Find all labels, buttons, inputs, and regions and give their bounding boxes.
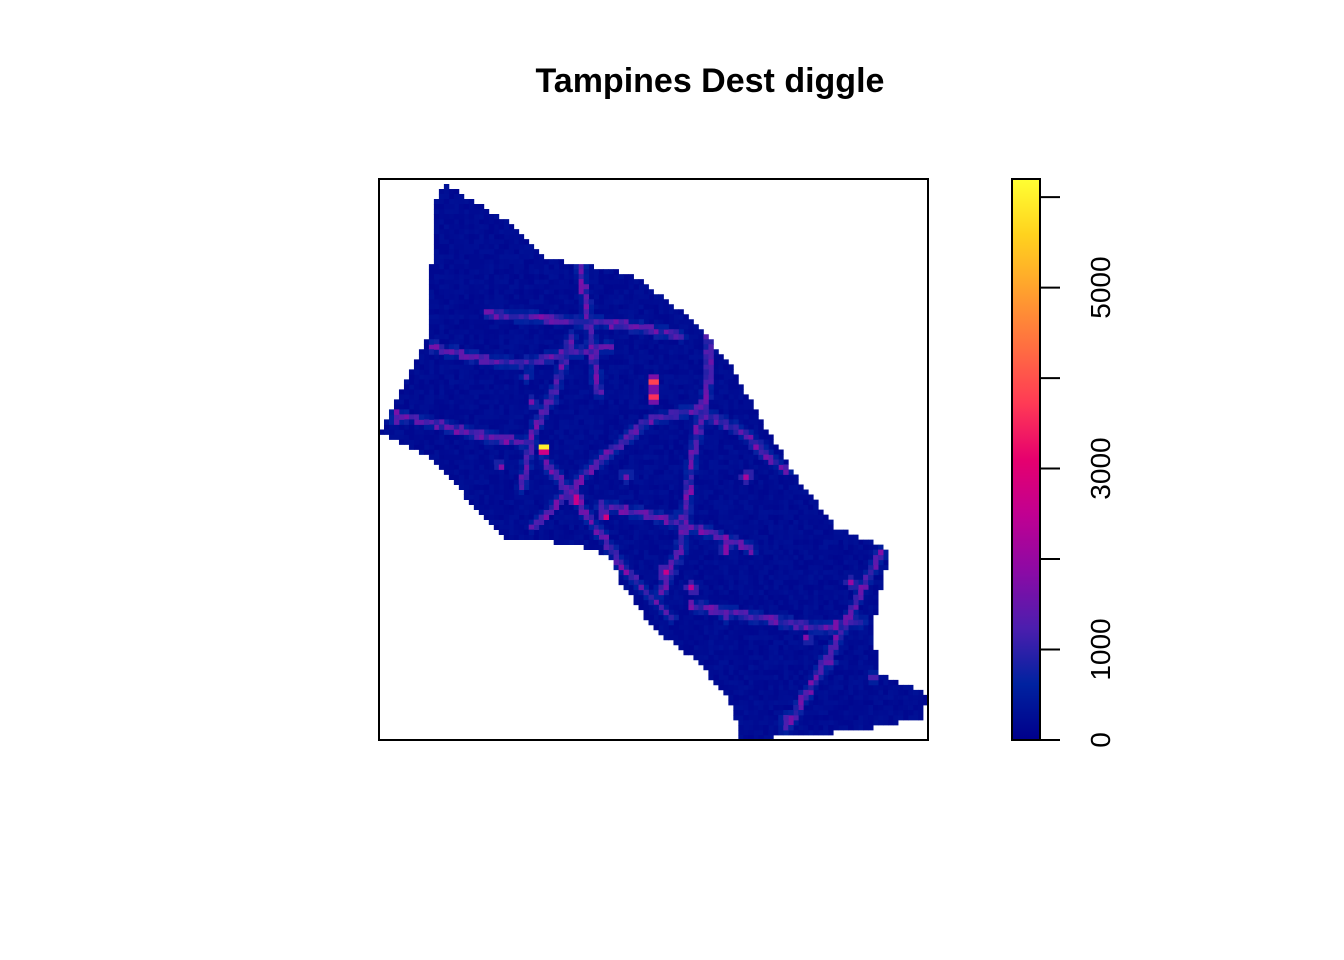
heatmap-cells xyxy=(418,414,425,420)
heatmap-cells xyxy=(523,429,789,626)
heatmap-cells xyxy=(518,359,525,365)
heatmap-cells xyxy=(663,579,669,586)
heatmap-cells xyxy=(593,359,599,365)
chart-title: Tampines Dest diggle xyxy=(536,62,885,100)
heatmap-cells xyxy=(733,534,739,541)
heatmap-cells xyxy=(463,314,874,621)
heatmap-layer xyxy=(379,184,928,740)
heatmap-cells xyxy=(558,479,565,485)
heatmap-cells xyxy=(408,419,415,425)
heatmap-cells xyxy=(648,379,659,385)
heatmap-cells xyxy=(583,324,590,330)
heatmap-cells xyxy=(648,394,659,400)
plot-frame xyxy=(378,178,929,741)
heatmap-cells xyxy=(663,334,669,340)
heatmap-cells xyxy=(743,474,749,480)
heatmap-cells xyxy=(598,539,604,546)
heatmap-cells xyxy=(848,579,854,586)
heatmap-cells xyxy=(833,634,839,641)
heatmap-cells xyxy=(693,434,699,440)
heatmap-cells xyxy=(673,569,704,606)
heatmap-cells xyxy=(688,584,694,591)
heatmap-cells xyxy=(648,444,694,606)
heatmap-cells xyxy=(583,289,590,295)
colorbar-ticks xyxy=(1040,196,1060,741)
colorbar-label: 5000 xyxy=(1085,256,1116,318)
colorbar-label: 3000 xyxy=(1085,437,1116,499)
heatmap-cells xyxy=(538,449,550,455)
heatmap-cells xyxy=(388,199,924,736)
heatmap-cells xyxy=(643,514,649,521)
heatmap-cells xyxy=(588,354,595,360)
colorbar-label: 1000 xyxy=(1085,618,1116,680)
heatmap-cells xyxy=(538,444,550,450)
colorbar: 0 1000 3000 5000 xyxy=(1011,178,1116,748)
heatmap-cells xyxy=(638,584,644,591)
heatmap-cells xyxy=(603,514,609,521)
heatmap-cells xyxy=(538,314,545,320)
colorbar-labels: 0 1000 3000 5000 xyxy=(1085,256,1116,747)
colorbar-gradient xyxy=(1011,178,1041,741)
colorbar-label: 0 xyxy=(1085,732,1116,748)
heatmap-cells xyxy=(668,559,674,566)
heatmap-cells xyxy=(578,499,585,505)
heatmap-cells xyxy=(623,569,629,576)
